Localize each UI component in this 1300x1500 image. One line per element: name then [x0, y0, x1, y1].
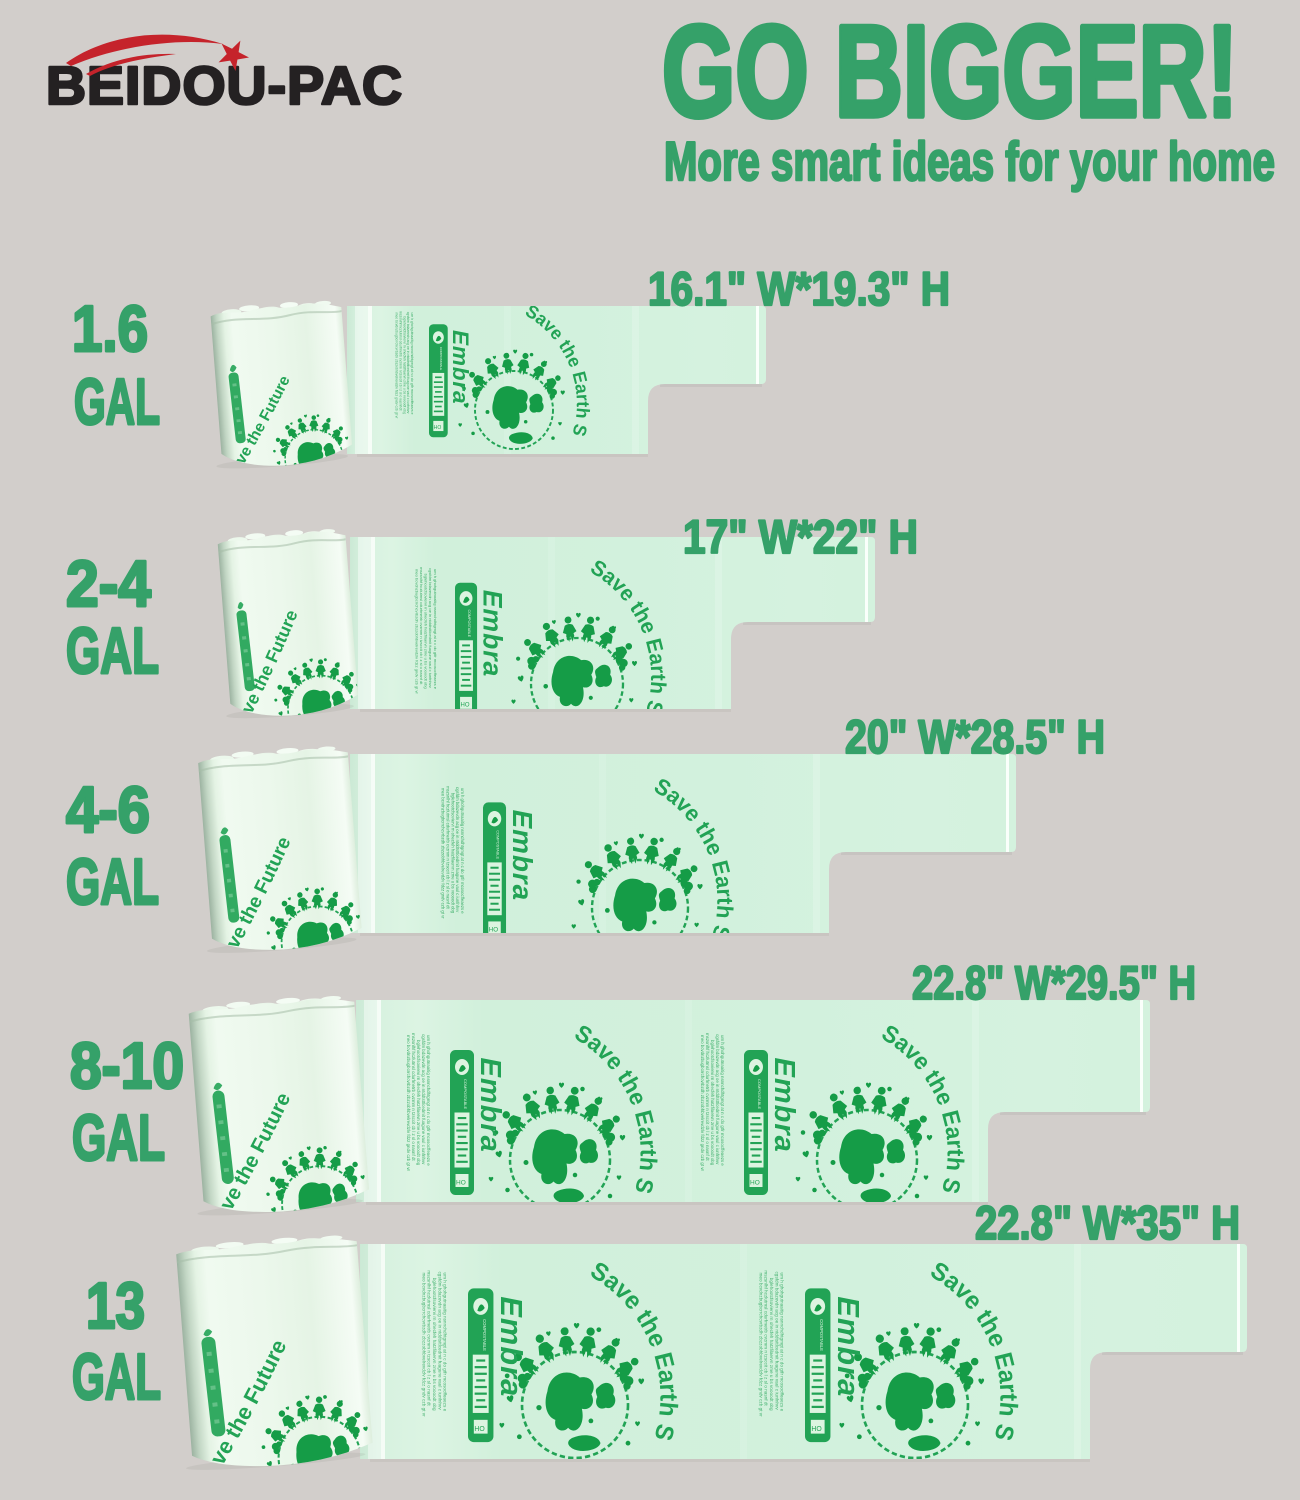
svg-text:2-4: 2-4 — [66, 547, 151, 620]
svg-text:22.8" W*29.5" H: 22.8" W*29.5" H — [912, 956, 1196, 1009]
svg-text:More smart ideas for your home: More smart ideas for your home — [664, 130, 1275, 192]
svg-text:GAL: GAL — [72, 1101, 165, 1174]
svg-text:16.1" W*19.3" H: 16.1" W*19.3" H — [648, 262, 950, 315]
svg-text:GAL: GAL — [66, 614, 159, 687]
svg-text:22.8" W*35" H: 22.8" W*35" H — [975, 1196, 1240, 1249]
svg-text:1.6: 1.6 — [72, 292, 148, 365]
svg-text:GO BIGGER!: GO BIGGER! — [662, 0, 1238, 144]
svg-text:20" W*28.5" H: 20" W*28.5" H — [845, 710, 1105, 763]
svg-text:GAL: GAL — [66, 845, 159, 918]
svg-text:4-6: 4-6 — [66, 773, 150, 846]
svg-text:13: 13 — [86, 1269, 145, 1342]
svg-text:GAL: GAL — [72, 1340, 161, 1413]
svg-text:8-10: 8-10 — [70, 1029, 184, 1102]
svg-text:17" W*22" H: 17" W*22" H — [683, 510, 918, 563]
svg-text:BEIDOU-PAC: BEIDOU-PAC — [46, 56, 403, 116]
svg-text:GAL: GAL — [74, 365, 160, 438]
